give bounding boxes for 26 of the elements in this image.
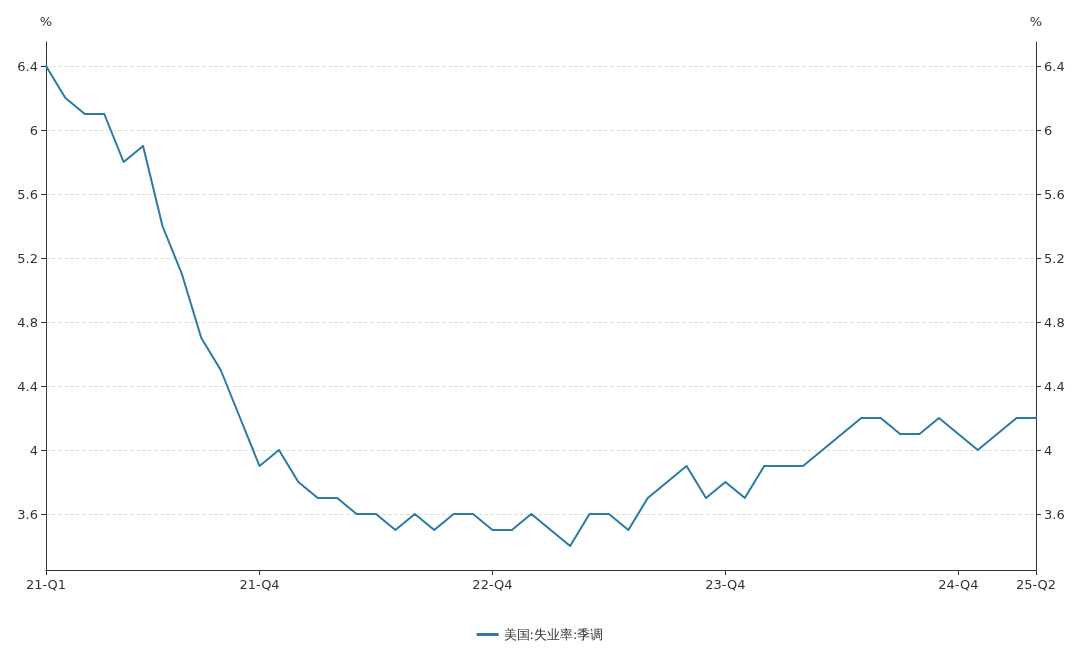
y2-tick-label: 5.2	[1044, 250, 1065, 266]
y-tick-label: 4.4	[17, 378, 38, 394]
y-tick-label: 5.6	[17, 186, 38, 202]
x-tick-label: 23-Q4	[705, 577, 746, 592]
y2-tick-label: 3.6	[1044, 506, 1065, 522]
x-tick-label: 22-Q4	[472, 577, 513, 592]
x-tick-label: 21-Q1	[25, 577, 67, 592]
y-tick-label: 3.6	[17, 506, 38, 522]
y-tick-label: 6	[29, 122, 38, 138]
y-tick-label: 6.4	[17, 58, 38, 74]
y2-tick-label: 6.4	[1044, 58, 1065, 74]
x-tick-label: 21-Q4	[239, 577, 280, 592]
x-tick-label: 25-Q2	[1015, 577, 1057, 592]
y2-tick-label: 6	[1044, 122, 1053, 138]
x-tick-label: 24-Q4	[938, 577, 979, 592]
y2-tick-label: 5.6	[1044, 186, 1065, 202]
y2-axis-title: %	[1029, 14, 1043, 29]
y2-tick-label: 4	[1044, 442, 1053, 458]
line-series	[45, 65, 1037, 547]
y2-tick-label: 4.4	[1044, 378, 1065, 394]
legend-label: 美国:失业率:季调	[503, 627, 604, 642]
y-tick-label: 4.8	[17, 314, 38, 330]
y-axis-title: %	[39, 14, 53, 29]
y-tick-label: 4	[29, 442, 38, 458]
y-tick-label: 5.2	[17, 250, 38, 266]
y2-tick-label: 4.8	[1044, 314, 1065, 330]
